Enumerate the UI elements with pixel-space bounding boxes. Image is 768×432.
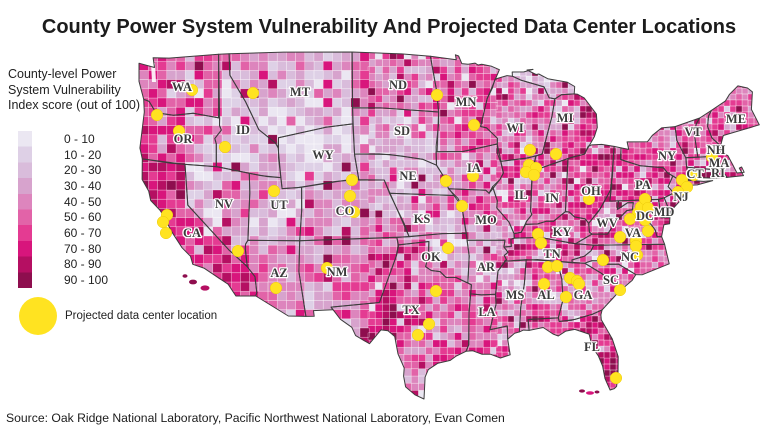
svg-text:MN: MN: [456, 95, 477, 109]
svg-text:MS: MS: [506, 288, 525, 302]
svg-text:NM: NM: [327, 265, 348, 279]
svg-text:KS: KS: [414, 212, 431, 226]
svg-text:WA: WA: [172, 80, 192, 94]
svg-text:CA: CA: [183, 226, 201, 240]
svg-text:NJ: NJ: [673, 190, 688, 204]
svg-text:CT: CT: [686, 167, 704, 181]
svg-text:NY: NY: [658, 149, 676, 163]
svg-text:AL: AL: [537, 288, 554, 302]
svg-text:CO: CO: [336, 204, 355, 218]
svg-text:MD: MD: [654, 205, 675, 219]
svg-text:MA: MA: [709, 156, 730, 170]
svg-text:RI: RI: [711, 166, 725, 180]
svg-text:AZ: AZ: [270, 266, 287, 280]
svg-text:FL: FL: [584, 340, 600, 354]
svg-text:IA: IA: [467, 161, 481, 175]
svg-text:LA: LA: [478, 305, 495, 319]
svg-text:KY: KY: [553, 225, 572, 239]
svg-text:SC: SC: [603, 273, 619, 287]
svg-text:TX: TX: [402, 303, 419, 317]
svg-text:MO: MO: [475, 213, 497, 227]
svg-text:WV: WV: [596, 216, 618, 230]
svg-text:IL: IL: [514, 188, 527, 202]
svg-text:TN: TN: [543, 247, 560, 261]
svg-text:IN: IN: [545, 191, 559, 205]
svg-text:ME: ME: [726, 112, 746, 126]
svg-text:MT: MT: [290, 85, 311, 99]
svg-text:WY: WY: [312, 148, 334, 162]
svg-text:OK: OK: [421, 250, 441, 264]
svg-text:MI: MI: [557, 111, 574, 125]
svg-text:VA: VA: [625, 226, 641, 240]
svg-text:OH: OH: [581, 184, 601, 198]
svg-text:PA: PA: [635, 178, 651, 192]
svg-text:NH: NH: [707, 143, 726, 157]
svg-text:SD: SD: [394, 124, 410, 138]
svg-text:GA: GA: [574, 288, 593, 302]
svg-text:NC: NC: [621, 250, 639, 264]
svg-text:WI: WI: [506, 121, 524, 135]
svg-text:VT: VT: [684, 125, 702, 139]
svg-text:DC: DC: [636, 209, 654, 223]
svg-text:ID: ID: [236, 123, 250, 137]
svg-text:OR: OR: [174, 132, 194, 146]
svg-text:NV: NV: [215, 197, 233, 211]
svg-text:ND: ND: [389, 78, 407, 92]
svg-text:UT: UT: [270, 198, 288, 212]
svg-text:AR: AR: [477, 260, 496, 274]
svg-text:NE: NE: [399, 169, 416, 183]
